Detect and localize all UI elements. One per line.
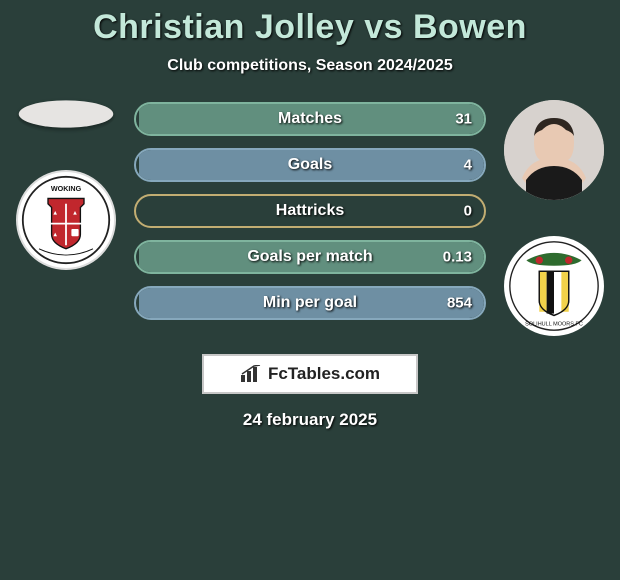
stat-label: Goals (288, 156, 332, 174)
stat-label: Min per goal (263, 294, 357, 312)
stat-bar-min-per-goal: Min per goal 854 (134, 286, 486, 320)
bar-chart-icon (240, 365, 262, 383)
right-player-column: SOLIHULL MOORS FC (494, 100, 614, 336)
ellipse-placeholder-icon (16, 95, 116, 133)
stat-value-right: 854 (447, 295, 472, 312)
date-label: 24 february 2025 (0, 410, 620, 430)
left-player-avatar (16, 94, 116, 134)
stat-bar-goals: Goals 4 (134, 148, 486, 182)
crest-text: WOKING (51, 184, 82, 193)
crest-text: SOLIHULL MOORS FC (525, 322, 583, 328)
comparison-card: Christian Jolley vs Bowen Club competiti… (0, 0, 620, 430)
stat-label: Hattricks (276, 202, 344, 220)
left-player-column: WOKING (6, 100, 126, 270)
stat-bar-hattricks: Hattricks 0 (134, 194, 486, 228)
stat-label: Matches (278, 110, 342, 128)
brand-text: FcTables.com (268, 364, 380, 384)
subtitle: Club competitions, Season 2024/2025 (0, 57, 620, 75)
stat-label: Goals per match (247, 248, 372, 266)
solihull-crest-icon: SOLIHULL MOORS FC (508, 240, 600, 332)
player-face-icon (504, 100, 604, 200)
right-club-crest: SOLIHULL MOORS FC (504, 236, 604, 336)
woking-crest-icon: WOKING (21, 175, 111, 265)
left-club-crest: WOKING (16, 170, 116, 270)
right-player-avatar (504, 100, 604, 200)
brand-badge: FcTables.com (202, 354, 418, 394)
stat-bars: Matches 31 Goals 4 Hattricks 0 Goals per… (126, 102, 494, 320)
page-title: Christian Jolley vs Bowen (0, 8, 620, 47)
stat-value-right: 4 (464, 157, 472, 174)
comparison-row: WOKING Matches 31 (0, 100, 620, 336)
stat-value-right: 0 (464, 203, 472, 220)
stat-value-right: 0.13 (443, 249, 472, 266)
stat-bar-goals-per-match: Goals per match 0.13 (134, 240, 486, 274)
stat-value-right: 31 (455, 111, 472, 128)
stat-bar-matches: Matches 31 (134, 102, 486, 136)
